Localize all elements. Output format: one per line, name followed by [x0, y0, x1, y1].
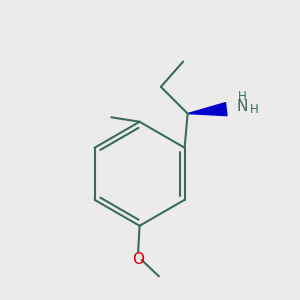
Polygon shape [188, 103, 227, 116]
Text: H: H [250, 103, 258, 116]
Text: H: H [238, 90, 247, 103]
Text: N: N [237, 99, 248, 114]
Text: O: O [132, 253, 144, 268]
